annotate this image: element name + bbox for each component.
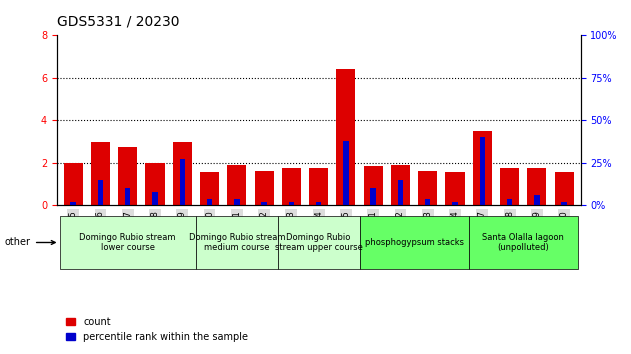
Bar bbox=[398, 180, 403, 205]
Legend: count, percentile rank within the sample: count, percentile rank within the sample bbox=[62, 313, 252, 346]
Bar bbox=[469, 216, 578, 269]
Bar bbox=[418, 171, 437, 205]
Bar bbox=[98, 180, 103, 205]
Bar bbox=[452, 202, 457, 205]
Bar bbox=[200, 172, 219, 205]
Bar bbox=[173, 142, 192, 205]
Bar bbox=[445, 172, 464, 205]
Text: Domingo Rubio stream
lower course: Domingo Rubio stream lower course bbox=[80, 233, 176, 252]
Bar bbox=[282, 168, 301, 205]
Bar bbox=[309, 168, 328, 205]
Bar bbox=[528, 168, 546, 205]
Bar bbox=[316, 202, 321, 205]
Bar bbox=[118, 147, 138, 205]
Text: Santa Olalla lagoon
(unpolluted): Santa Olalla lagoon (unpolluted) bbox=[482, 233, 564, 252]
Bar bbox=[391, 165, 410, 205]
Bar bbox=[278, 216, 360, 269]
Bar bbox=[125, 188, 131, 205]
Bar bbox=[343, 141, 349, 205]
Bar bbox=[360, 216, 469, 269]
Bar bbox=[59, 216, 196, 269]
Bar bbox=[363, 166, 383, 205]
Text: phosphogypsum stacks: phosphogypsum stacks bbox=[365, 238, 464, 247]
Bar bbox=[288, 202, 294, 205]
Bar bbox=[261, 202, 267, 205]
Bar bbox=[480, 137, 485, 205]
Bar bbox=[227, 165, 246, 205]
Bar bbox=[500, 168, 519, 205]
Bar bbox=[152, 192, 158, 205]
Bar bbox=[555, 172, 574, 205]
Bar bbox=[370, 188, 376, 205]
Bar bbox=[64, 163, 83, 205]
Text: other: other bbox=[5, 238, 55, 247]
Bar bbox=[180, 159, 185, 205]
Bar bbox=[71, 202, 76, 205]
Bar bbox=[234, 199, 240, 205]
Bar bbox=[534, 195, 540, 205]
Bar bbox=[207, 199, 212, 205]
Text: Domingo Rubio stream
medium course: Domingo Rubio stream medium course bbox=[189, 233, 285, 252]
Bar bbox=[254, 171, 274, 205]
Bar bbox=[145, 163, 165, 205]
Bar bbox=[562, 202, 567, 205]
Bar bbox=[91, 142, 110, 205]
Bar bbox=[425, 199, 430, 205]
Bar bbox=[507, 199, 512, 205]
Bar bbox=[336, 69, 355, 205]
Bar bbox=[473, 131, 492, 205]
Text: GDS5331 / 20230: GDS5331 / 20230 bbox=[57, 14, 179, 28]
Text: Domingo Rubio
stream upper course: Domingo Rubio stream upper course bbox=[274, 233, 363, 252]
Bar bbox=[196, 216, 278, 269]
